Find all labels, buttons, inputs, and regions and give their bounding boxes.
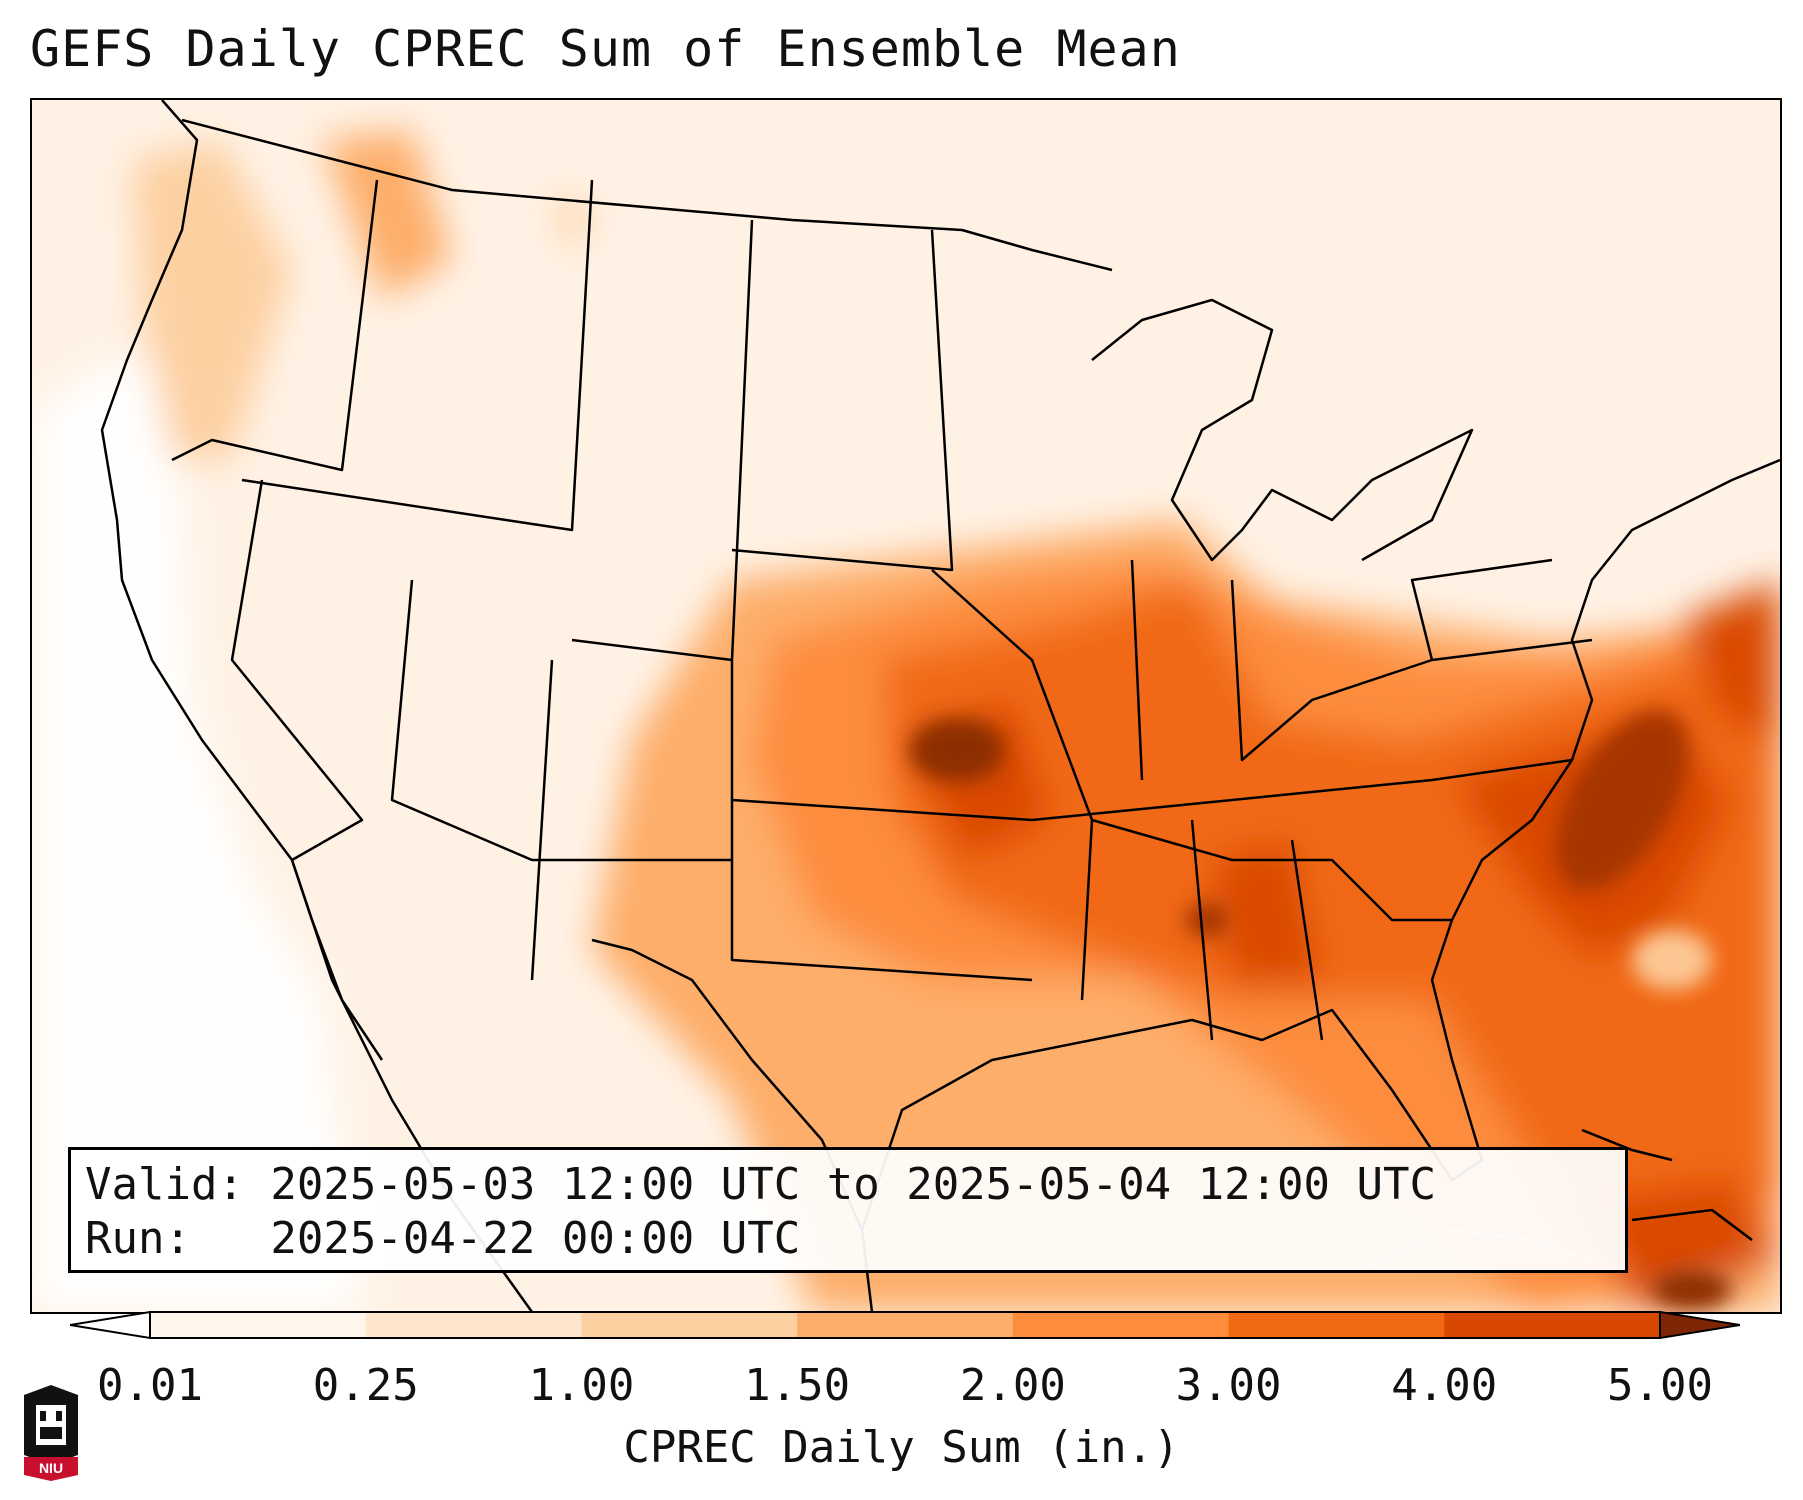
colorbar-under-extension (70, 1310, 151, 1340)
valid-run-info-box: Valid: 2025-05-03 12:00 UTC to 2025-05-0… (68, 1147, 1628, 1273)
map-title: GEFS Daily CPREC Sum of Ensemble Mean (30, 20, 1181, 78)
colorbar-segment (365, 1312, 582, 1338)
colorbar-segment (1012, 1312, 1230, 1338)
colorbar-segment (581, 1312, 798, 1338)
colorbar-segment (1228, 1312, 1445, 1338)
colorbar-tick-label: 3.00 (1175, 1360, 1282, 1411)
gulf-coast (860, 919, 1484, 1312)
colorbar-tick-label: 0.01 (97, 1360, 203, 1411)
state-line-14 (1130, 559, 1144, 781)
precipitation-map (30, 98, 1782, 1314)
colorbar-label: CPREC Daily Sum (in.) (623, 1422, 1180, 1473)
niu-logo: NIU (24, 1385, 78, 1481)
state-line-10 (731, 758, 1573, 822)
niu-logo-text: NIU (39, 1460, 63, 1476)
atlantic-coast (1450, 458, 1780, 921)
state-line-5 (931, 569, 1094, 1001)
state-line-6 (730, 660, 1033, 982)
colorbar-segments (150, 1312, 1661, 1338)
state-line-15 (1230, 579, 1593, 762)
colorbar-tick-label: 5.00 (1607, 1360, 1713, 1411)
state-line-4 (731, 229, 954, 572)
state-line-2 (241, 179, 594, 532)
canada-us-border (181, 118, 1113, 272)
geographic-boundaries (100, 100, 1780, 1312)
valid-time-text: Valid: 2025-05-03 12:00 UTC to 2025-05-0… (85, 1159, 1437, 1210)
colorbar-segment (797, 1312, 1014, 1338)
precipitation-maxima (909, 709, 1732, 1310)
colorbar-segment (150, 1312, 367, 1338)
state-line-16 (1410, 558, 1553, 661)
colorbar-tick-label: 1.00 (528, 1360, 635, 1411)
state-line-1 (171, 179, 379, 472)
colorbar-tick-label: 4.00 (1391, 1360, 1498, 1411)
us-west-coast (100, 100, 293, 861)
colorbar-tick-label: 1.50 (744, 1360, 851, 1411)
colorbar-over-extension (1659, 1310, 1740, 1340)
run-time-text: Run: 2025-04-22 00:00 UTC (85, 1213, 801, 1264)
state-line-8 (390, 579, 732, 862)
state-line-9 (530, 659, 554, 981)
state-line-7 (230, 479, 364, 862)
state-line-12 (1190, 819, 1214, 1041)
colorbar-segment (1444, 1312, 1661, 1338)
state-line-11 (1091, 818, 1452, 922)
colorbar-tick-label: 2.00 (959, 1360, 1066, 1411)
state-line-13 (1290, 839, 1324, 1041)
great-lakes (1091, 298, 1474, 562)
colorbar-tick-label: 0.25 (312, 1360, 419, 1411)
caribbean-islands (1581, 1128, 1753, 1241)
colorbar (70, 1310, 1740, 1340)
baja-peninsula (290, 859, 384, 1061)
